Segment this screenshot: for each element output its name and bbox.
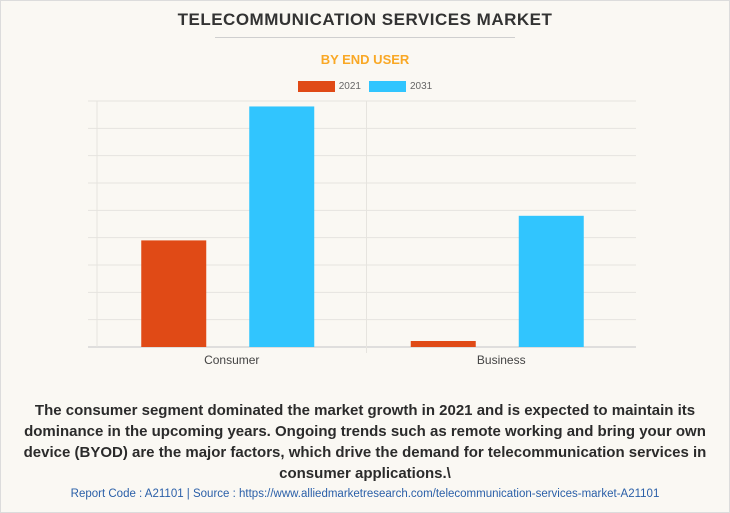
bar-business-2021 <box>410 340 476 347</box>
source-footer[interactable]: Report Code : A21101 | Source : https://… <box>70 488 660 500</box>
bar-business-2031 <box>518 215 584 347</box>
chart-title: TELECOMMUNICATION SERVICES MARKET <box>177 10 553 29</box>
legend: 2021 2031 <box>0 81 730 92</box>
legend-swatch-2031 <box>369 81 406 92</box>
legend-label-2021: 2021 <box>338 81 361 92</box>
bar-consumer-2021 <box>141 240 207 347</box>
bar-consumer-2031 <box>249 106 315 347</box>
legend-swatch-2021 <box>297 81 335 92</box>
title-divider <box>215 37 515 38</box>
x-tick-label-business: Business <box>477 353 526 367</box>
chart-subtitle: BY END USER <box>320 52 410 67</box>
x-tick-label-consumer: Consumer <box>204 353 259 367</box>
legend-item-2021[interactable]: 2021 <box>297 81 361 92</box>
legend-item-2031[interactable]: 2031 <box>369 81 432 92</box>
chart-caption: The consumer segment dominated the marke… <box>23 402 707 482</box>
legend-label-2031: 2031 <box>410 81 433 92</box>
